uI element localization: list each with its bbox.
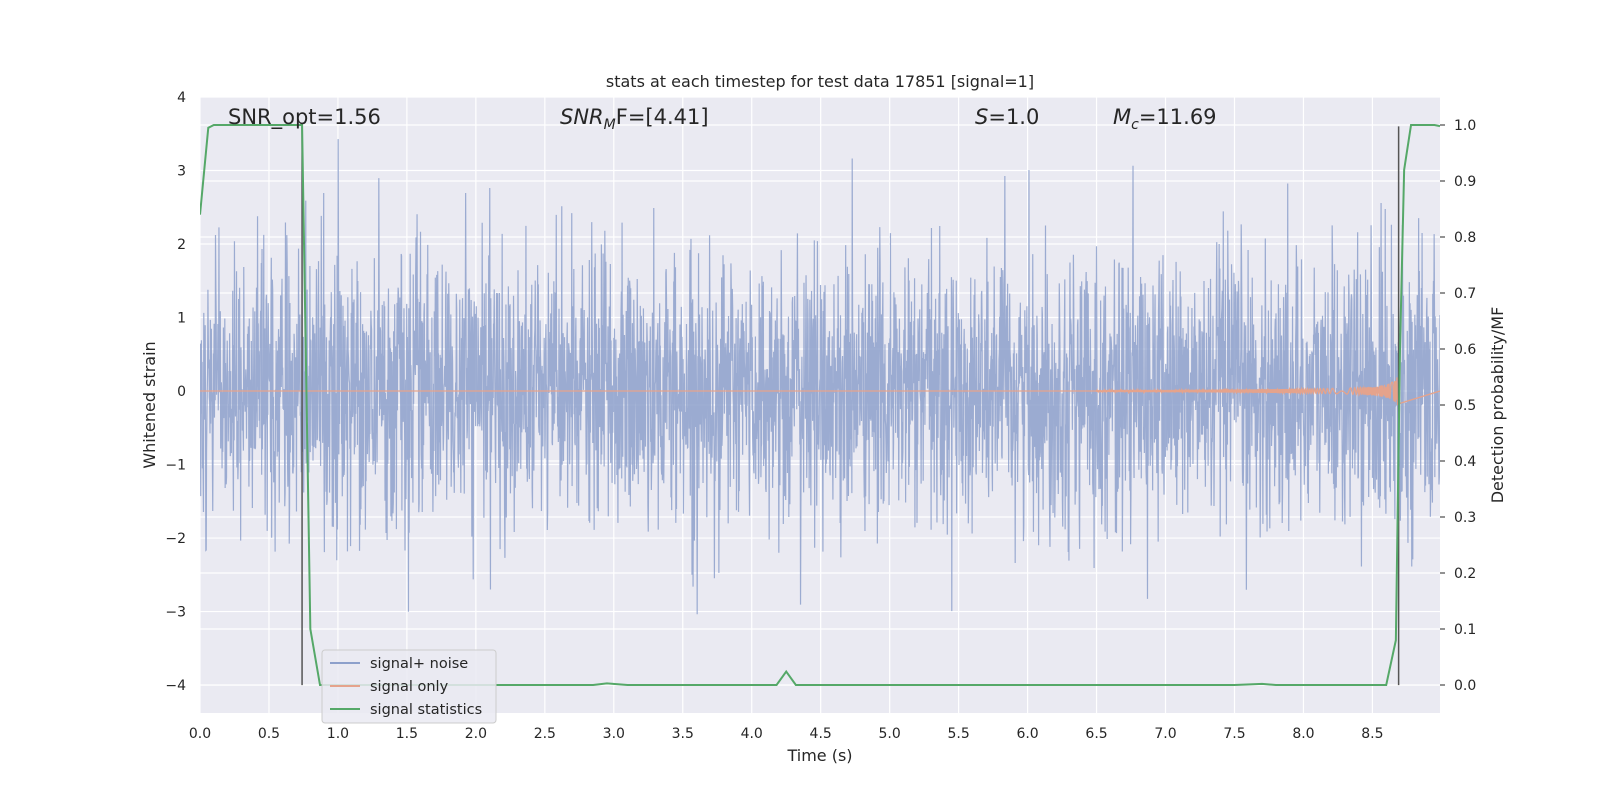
noise-trace xyxy=(200,139,1440,615)
annotation-snr-mf: SNRMF=[4.41] xyxy=(560,105,709,133)
y-left-tick-label: 3 xyxy=(177,164,186,180)
y-left-tick-label: −4 xyxy=(165,678,186,694)
x-tick-label: 2.5 xyxy=(534,726,556,742)
x-tick-label: 3.5 xyxy=(672,726,694,742)
y-right-tick-label: 0.5 xyxy=(1454,398,1476,414)
series-signal-noise xyxy=(200,139,1440,615)
y-right-tick-label: 0.7 xyxy=(1454,286,1476,302)
annotation-s: S=1.0 xyxy=(975,105,1039,129)
y-axis-right-ticks: 1.0 0.9 0.8 0.7 0.6 0.5 0.4 0.3 0.2 0.1 0.0 xyxy=(1440,118,1476,694)
x-tick-label: 5.0 xyxy=(879,726,901,742)
y-right-tick-label: 0.9 xyxy=(1454,174,1476,190)
y-right-tick-label: 0.2 xyxy=(1454,566,1476,582)
y-right-tick-label: 0.3 xyxy=(1454,510,1476,526)
x-tick-label: 1.0 xyxy=(327,726,349,742)
legend-label-signal-statistics: signal statistics xyxy=(370,702,482,718)
x-tick-label: 0.5 xyxy=(258,726,280,742)
x-tick-label: 4.0 xyxy=(741,726,763,742)
annotations: SNR_opt=1.56 SNRMF=[4.41] S=1.0 Mc=11.69 xyxy=(228,105,1217,133)
legend: signal+ noise signal only signal statist… xyxy=(321,649,497,724)
y-axis-left-ticks: 4 3 2 1 0 −1 −2 −3 −4 xyxy=(165,90,186,694)
chirp-trace xyxy=(200,377,1440,406)
x-tick-label: 8.5 xyxy=(1361,726,1383,742)
x-tick-label: 6.5 xyxy=(1085,726,1107,742)
y-right-tick-label: 0.8 xyxy=(1454,230,1476,246)
x-tick-label: 7.0 xyxy=(1154,726,1176,742)
series-signal-only xyxy=(200,377,1440,406)
chart-title: stats at each timestep for test data 178… xyxy=(606,72,1034,91)
y-left-tick-label: −3 xyxy=(165,605,186,621)
x-tick-label: 3.0 xyxy=(603,726,625,742)
y-right-tick-label: 0.6 xyxy=(1454,342,1476,358)
x-axis-label: Time (s) xyxy=(786,746,852,765)
y-left-tick-label: 4 xyxy=(177,90,186,106)
y-left-tick-label: 1 xyxy=(177,311,186,327)
y-left-tick-label: −1 xyxy=(165,458,186,474)
x-axis-ticks: 0.0 0.5 1.0 1.5 2.0 2.5 3.0 3.5 4.0 4.5 5.0 5.5 6.0 6… xyxy=(189,726,1384,742)
annotation-snr-opt: SNR_opt=1.56 xyxy=(228,105,381,130)
y-axis-right-label: Detection probability/MF xyxy=(1488,307,1507,504)
legend-box xyxy=(321,649,497,724)
y-axis-left-label: Whitened strain xyxy=(140,341,159,468)
x-tick-label: 8.0 xyxy=(1292,726,1314,742)
x-tick-label: 7.5 xyxy=(1223,726,1245,742)
y-right-tick-label: 0.4 xyxy=(1454,454,1476,470)
x-tick-label: 6.0 xyxy=(1016,726,1038,742)
y-left-tick-label: 2 xyxy=(177,237,186,253)
y-right-tick-label: 0.1 xyxy=(1454,622,1476,638)
statistics-trace xyxy=(200,124,1440,686)
x-tick-label: 1.5 xyxy=(396,726,418,742)
x-tick-label: 4.5 xyxy=(810,726,832,742)
x-tick-label: 2.0 xyxy=(465,726,487,742)
legend-label-signal-noise: signal+ noise xyxy=(370,656,468,672)
legend-label-signal-only: signal only xyxy=(370,679,449,695)
annotation-mc: Mc=11.69 xyxy=(1113,105,1217,133)
series-signal-statistics xyxy=(200,124,1440,686)
y-right-tick-label: 0.0 xyxy=(1454,678,1476,694)
y-left-tick-label: −2 xyxy=(165,531,186,547)
y-right-tick-label: 1.0 xyxy=(1454,118,1476,134)
x-tick-label: 0.0 xyxy=(189,726,211,742)
y-left-tick-label: 0 xyxy=(177,384,186,400)
x-tick-label: 5.5 xyxy=(947,726,969,742)
